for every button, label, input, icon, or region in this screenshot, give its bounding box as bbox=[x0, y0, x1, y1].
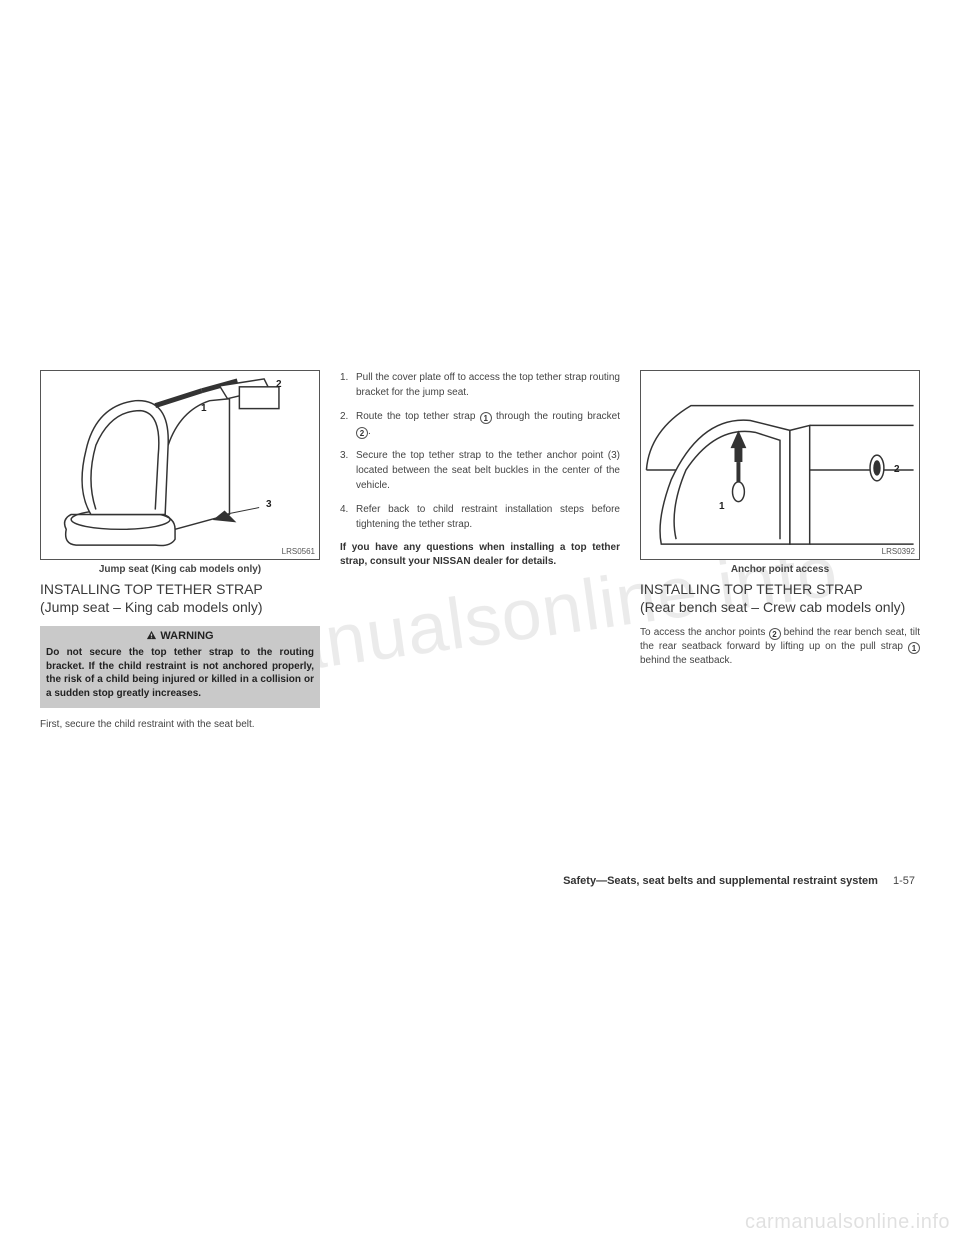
page-footer: Safety—Seats, seat belts and supplementa… bbox=[563, 875, 915, 887]
warning-header: WARNING bbox=[40, 626, 320, 646]
circled-2b-icon: 2 bbox=[769, 628, 781, 640]
heading-col3: INSTALLING TOP TETHER STRAP bbox=[640, 581, 920, 599]
step-1-text: Pull the cover plate off to access the t… bbox=[356, 372, 620, 398]
fig1-label-3: 3 bbox=[266, 499, 272, 510]
step-3: 3. Secure the top tether strap to the tet… bbox=[340, 448, 620, 493]
circled-1-icon: 1 bbox=[480, 412, 492, 424]
col3-para-pre: To access the anchor points bbox=[640, 627, 769, 638]
column-2: 1. Pull the cover plate off to access the… bbox=[340, 370, 620, 740]
subheading-col1: (Jump seat – King cab models only) bbox=[40, 599, 320, 617]
circled-1b-icon: 1 bbox=[908, 642, 920, 654]
figure-caption-2: Anchor point access bbox=[640, 564, 920, 575]
step-2-pre: Route the top tether strap bbox=[356, 411, 480, 422]
warning-label: WARNING bbox=[160, 630, 213, 642]
step-2-num: 2. bbox=[340, 409, 348, 424]
footer-page-number: 1-57 bbox=[893, 875, 915, 887]
column-1: 1 2 3 LRS0561 Jump seat (King cab models… bbox=[40, 370, 320, 740]
circled-2-icon: 2 bbox=[356, 427, 368, 439]
footer-section: Safety—Seats, seat belts and supplementa… bbox=[563, 875, 878, 887]
step-4-num: 4. bbox=[340, 502, 348, 517]
step-4: 4. Refer back to child restraint installa… bbox=[340, 502, 620, 532]
anchor-access-illustration bbox=[641, 371, 919, 559]
figure-code-2: LRS0392 bbox=[882, 547, 915, 556]
warning-body: Do not secure the top tether strap to th… bbox=[40, 646, 320, 708]
steps-list: 1. Pull the cover plate off to access the… bbox=[340, 370, 620, 532]
subheading-col3: (Rear bench seat – Crew cab models only) bbox=[640, 599, 920, 617]
step-2: 2. Route the top tether strap 1 through t… bbox=[340, 409, 620, 439]
col3-para-post: behind the seatback. bbox=[640, 655, 732, 666]
warning-icon bbox=[146, 630, 157, 641]
fig2-label-1: 1 bbox=[719, 501, 725, 512]
fig2-label-2: 2 bbox=[894, 464, 900, 475]
heading-col1: INSTALLING TOP TETHER STRAP bbox=[40, 581, 320, 599]
figure-code-1: LRS0561 bbox=[282, 547, 315, 556]
figure-anchor-access: 1 2 LRS0392 bbox=[640, 370, 920, 560]
step-1: 1. Pull the cover plate off to access the… bbox=[340, 370, 620, 400]
col3-para: To access the anchor points 2 behind the… bbox=[640, 626, 920, 668]
watermark-footer: carmanualsonline.info bbox=[745, 1211, 950, 1234]
step-3-num: 3. bbox=[340, 448, 348, 463]
figure-jump-seat: 1 2 3 LRS0561 bbox=[40, 370, 320, 560]
step-1-num: 1. bbox=[340, 370, 348, 385]
column-3: 1 2 LRS0392 Anchor point access INSTALLI… bbox=[640, 370, 920, 740]
col2-closing: If you have any questions when installin… bbox=[340, 541, 620, 569]
warning-box: WARNING Do not secure the top tether str… bbox=[40, 626, 320, 708]
figure-caption-1: Jump seat (King cab models only) bbox=[40, 564, 320, 575]
step-2-post: . bbox=[368, 426, 371, 437]
fig1-label-1: 1 bbox=[201, 403, 207, 414]
jump-seat-illustration bbox=[41, 371, 319, 559]
page-content: 1 2 3 LRS0561 Jump seat (King cab models… bbox=[40, 370, 920, 740]
step-3-text: Secure the top tether strap to the tethe… bbox=[356, 450, 620, 491]
step-4-text: Refer back to child restraint installati… bbox=[356, 504, 620, 530]
fig1-label-2: 2 bbox=[276, 379, 282, 390]
col1-para: First, secure the child restraint with t… bbox=[40, 718, 320, 732]
step-2-mid: through the routing bracket bbox=[492, 411, 620, 422]
